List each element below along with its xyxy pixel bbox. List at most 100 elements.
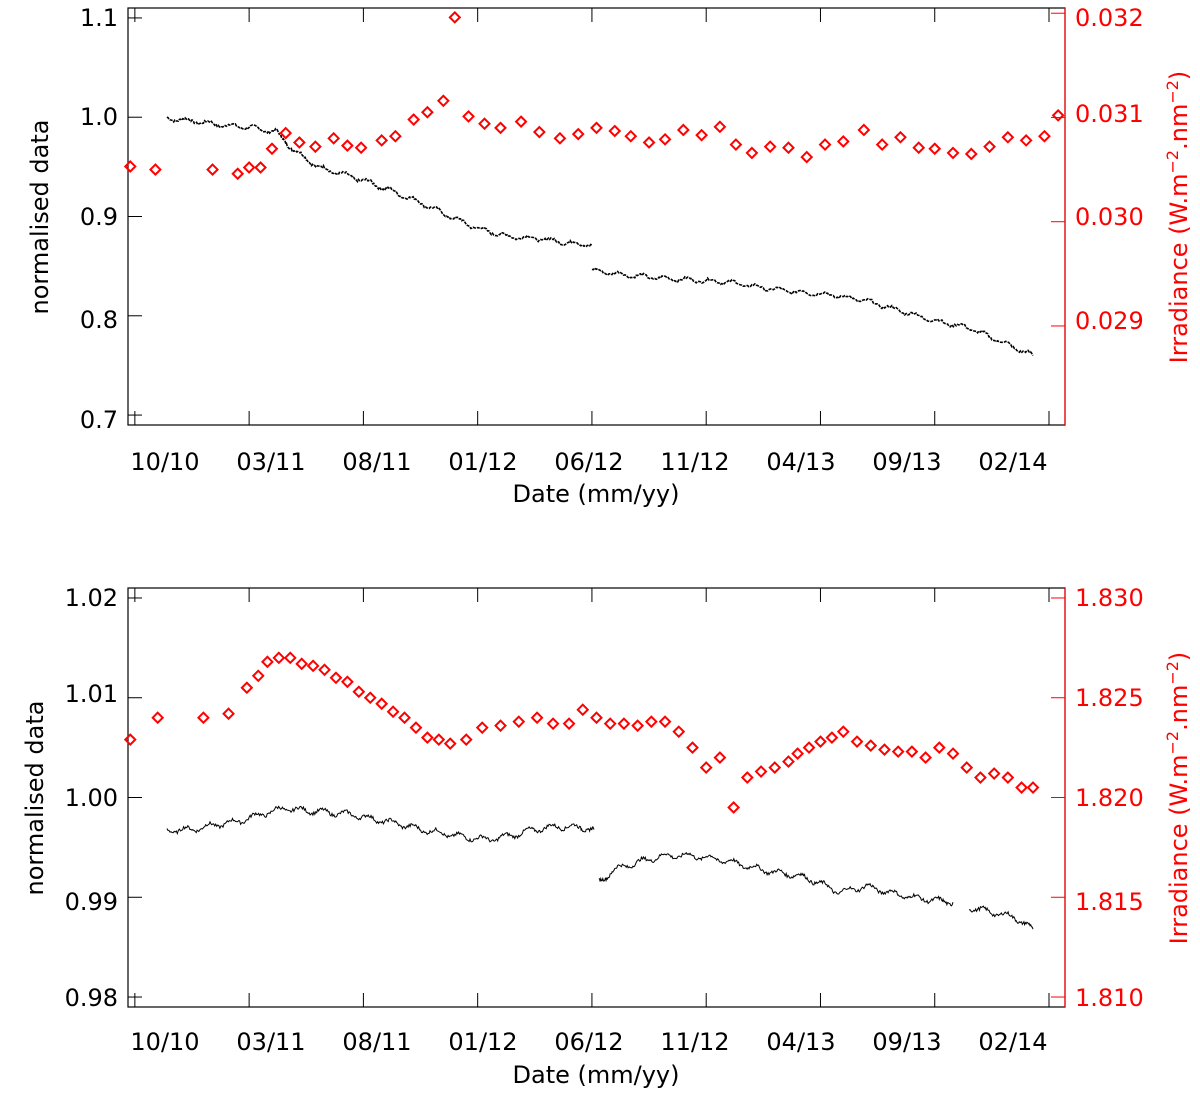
- irradiance-point: [1026, 781, 1040, 794]
- irradiance-point: [1015, 781, 1028, 794]
- irradiance-point: [436, 94, 450, 108]
- x-tick-label: 10/10: [130, 448, 199, 476]
- irradiance-point: [928, 142, 942, 156]
- irradiance-point: [878, 743, 891, 757]
- irradiance-point: [932, 741, 946, 755]
- irradiance-point: [850, 735, 864, 749]
- irradiance-point: [388, 129, 402, 143]
- irradiance-point: [363, 691, 377, 705]
- irradiance-point: [272, 651, 286, 665]
- y2-axis-label: Irradiance (W.m−2.nm−2): [1163, 71, 1193, 364]
- irradiance-point: [983, 140, 996, 154]
- y-tick-label: 1.02: [65, 584, 118, 612]
- irradiance-point: [354, 141, 368, 155]
- irradiance-point: [603, 717, 617, 731]
- y2-tick-label: 1.815: [1075, 888, 1144, 916]
- irradiance-point: [894, 130, 907, 144]
- x-axis-label: Date (mm/yy): [513, 1061, 680, 1089]
- irradiance-point: [875, 138, 889, 151]
- irradiance-point: [306, 659, 320, 673]
- y-tick-label: 1.0: [80, 103, 118, 131]
- irradiance-point: [308, 140, 322, 154]
- irradiance-point: [295, 657, 309, 671]
- irradiance-point: [292, 136, 306, 149]
- irradiance-point: [974, 771, 987, 784]
- tick-marks: [128, 588, 1065, 1007]
- irradiance-point: [494, 121, 507, 135]
- irradiance-point: [946, 146, 960, 160]
- y-tick-label: 0.7: [80, 406, 118, 434]
- panel-top: 0.7 0.8 0.9 1.0 1.1 0.029 0.030 0.031 0.…: [26, 4, 1193, 508]
- irradiance-point: [478, 117, 491, 131]
- tick-marks: [128, 8, 1065, 425]
- irradiance-point: [242, 161, 256, 174]
- irradiance-point: [814, 735, 827, 749]
- irradiance-point: [375, 697, 389, 711]
- data-marks: [123, 651, 1040, 930]
- irradiance-point: [327, 131, 341, 145]
- x-tick-label: 11/12: [660, 448, 729, 476]
- irradiance-point: [624, 129, 638, 143]
- irradiance-point: [283, 651, 297, 665]
- irradiance-point: [791, 747, 805, 761]
- x-tick-label: 06/12: [554, 1028, 623, 1056]
- irradiance-point: [265, 142, 279, 156]
- x-axis-label: Date (mm/yy): [513, 480, 680, 508]
- x-tick-label: 09/13: [872, 448, 941, 476]
- irradiance-point: [919, 751, 933, 765]
- normalised-data-trace: [598, 851, 954, 907]
- irradiance-point: [686, 741, 699, 755]
- irradiance-point: [197, 711, 210, 725]
- irradiance-point: [857, 123, 871, 137]
- irradiance-point: [818, 138, 832, 151]
- irradiance-point: [375, 133, 389, 147]
- irradiance-point: [836, 725, 850, 739]
- x-tick-label: 08/11: [342, 448, 411, 476]
- x-tick-label: 04/13: [766, 448, 835, 476]
- irradiance-point: [590, 121, 603, 135]
- irradiance-point: [782, 141, 795, 155]
- irradiance-point: [1001, 130, 1015, 144]
- x-tick-label: 03/11: [236, 448, 305, 476]
- irradiance-point: [443, 737, 457, 751]
- y-axis-label: normalised data: [26, 120, 54, 315]
- panel-bottom: 0.98 0.99 1.00 1.01 1.02 1.810 1.815 1.8…: [21, 584, 1193, 1089]
- irradiance-point: [672, 725, 686, 739]
- irradiance-point: [802, 741, 816, 755]
- irradiance-point: [912, 141, 926, 155]
- y-axis-label: normalised data: [21, 701, 49, 896]
- y2-tick-label: 1.825: [1075, 684, 1144, 712]
- y2-tick-label: 0.030: [1075, 203, 1144, 231]
- x-tick-label: 01/12: [448, 1028, 517, 1056]
- irradiance-point: [352, 685, 366, 699]
- irradiance-point: [329, 671, 343, 685]
- irradiance-point: [398, 711, 411, 725]
- irradiance-point: [713, 751, 727, 765]
- irradiance-point: [960, 761, 974, 774]
- irradiance-point: [432, 733, 446, 747]
- irradiance-point: [729, 138, 743, 151]
- irradiance-point: [459, 733, 473, 747]
- y-tick-label: 1.1: [80, 4, 118, 32]
- irradiance-point: [987, 767, 1001, 780]
- y-tick-label: 1.00: [65, 784, 118, 812]
- irradiance-point: [514, 115, 528, 129]
- irradiance-point: [617, 717, 631, 731]
- x-tick-label: 06/12: [554, 448, 623, 476]
- irradiance-point: [448, 10, 462, 24]
- y2-tick-label: 1.830: [1075, 584, 1144, 612]
- normalised-data-trace: [166, 805, 595, 843]
- irradiance-point: [754, 765, 768, 778]
- irradiance-point: [206, 163, 219, 177]
- irradiance-point: [1051, 108, 1065, 122]
- irradiance-point: [386, 705, 400, 719]
- x-tick-label: 04/13: [766, 1028, 835, 1056]
- irradiance-point: [151, 711, 165, 725]
- irradiance-point: [562, 717, 576, 731]
- irradiance-point: [740, 771, 754, 784]
- irradiance-point: [231, 167, 245, 181]
- irradiance-point: [546, 717, 560, 731]
- irradiance-point: [745, 146, 759, 160]
- irradiance-point: [318, 663, 331, 677]
